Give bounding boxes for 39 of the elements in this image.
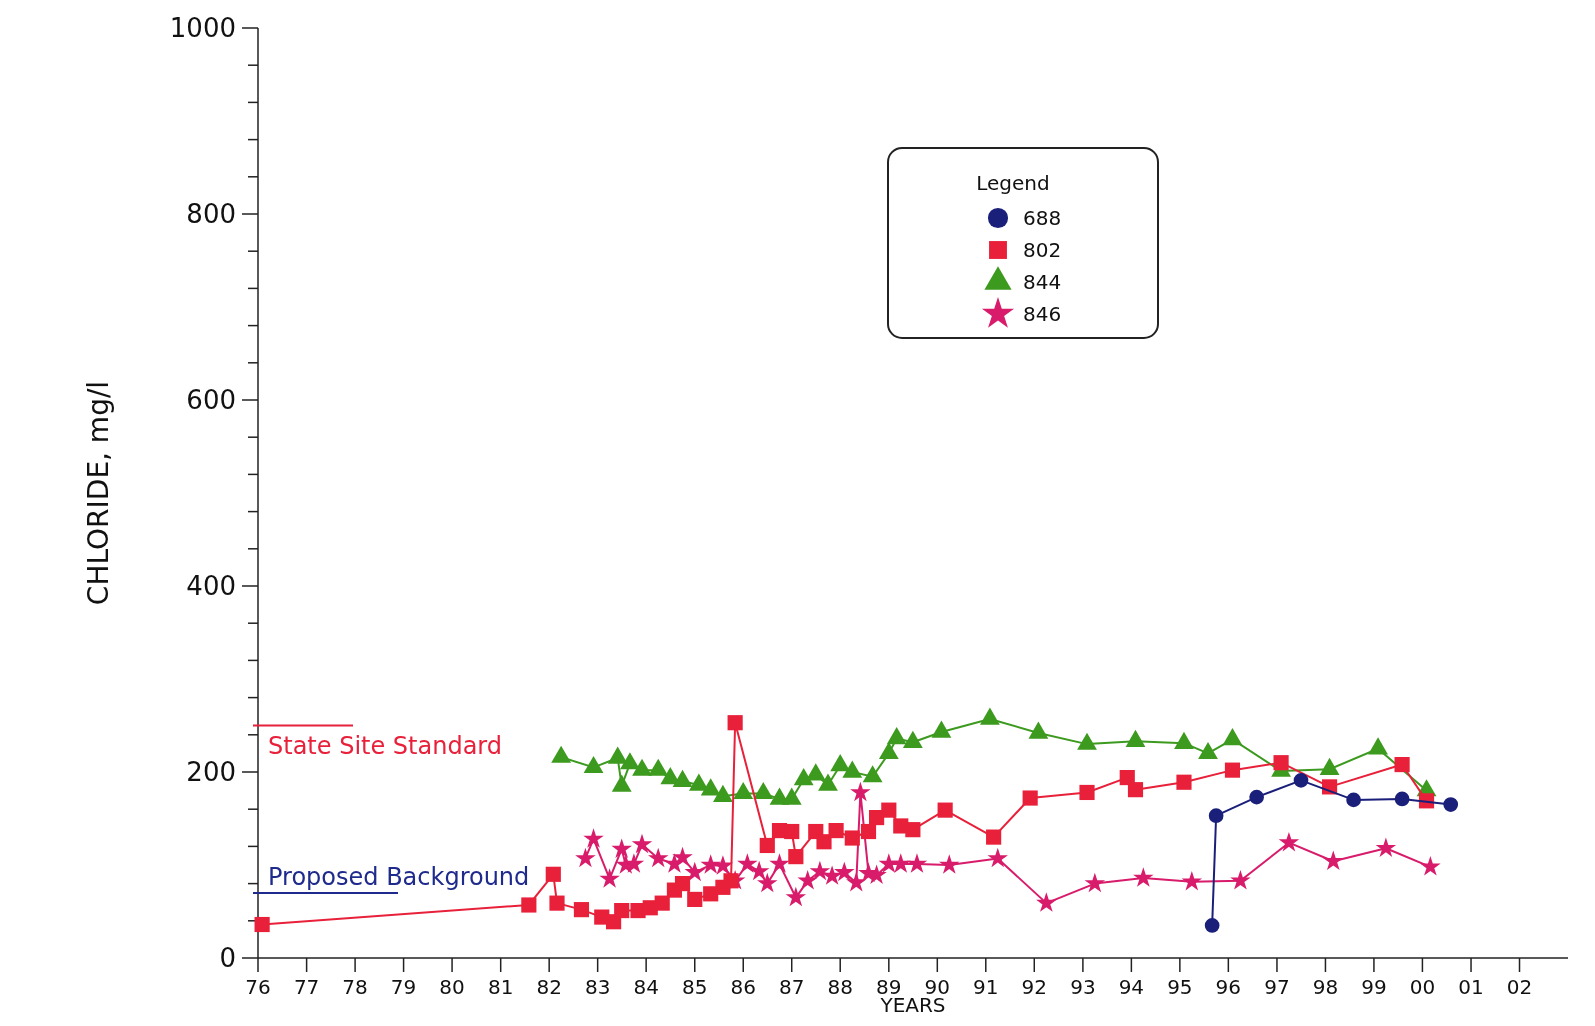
x-tick-label: 83 bbox=[584, 975, 611, 999]
y-axis-title: CHLORIDE, mg/l bbox=[82, 380, 115, 606]
legend-label: 844 bbox=[1023, 270, 1062, 294]
y-tick-label: 1000 bbox=[169, 13, 236, 44]
x-tick-label: 91 bbox=[973, 975, 999, 999]
y-tick-label: 600 bbox=[186, 385, 236, 416]
x-tick-label: 97 bbox=[1264, 975, 1290, 999]
x-tick-label: 79 bbox=[390, 975, 417, 999]
x-tick-label: 80 bbox=[439, 975, 465, 999]
ref-line-label: State Site Standard bbox=[268, 731, 503, 760]
x-tick-label: 82 bbox=[536, 975, 562, 999]
y-tick-label: 0 bbox=[219, 943, 236, 974]
x-tick-label: 02 bbox=[1506, 975, 1533, 999]
y-tick-label: 400 bbox=[186, 571, 236, 602]
legend-label: 846 bbox=[1023, 302, 1062, 326]
x-tick-label: 00 bbox=[1409, 975, 1436, 999]
x-tick-label: 98 bbox=[1312, 975, 1339, 999]
x-tick-label: 84 bbox=[633, 975, 659, 999]
x-tick-label: 92 bbox=[1021, 975, 1047, 999]
ref-line-label: Proposed Background bbox=[268, 862, 530, 891]
y-tick-label: 800 bbox=[186, 199, 236, 230]
x-tick-label: 86 bbox=[730, 975, 756, 999]
x-tick-label: 93 bbox=[1070, 975, 1096, 999]
x-tick-label: 87 bbox=[779, 975, 805, 999]
x-tick-label: 76 bbox=[245, 975, 271, 999]
x-tick-label: 99 bbox=[1361, 975, 1387, 999]
x-tick-label: 81 bbox=[487, 975, 514, 999]
x-tick-label: 94 bbox=[1118, 975, 1145, 999]
x-tick-label: 88 bbox=[827, 975, 853, 999]
legend-label: 688 bbox=[1023, 206, 1062, 230]
legend-label: 802 bbox=[1023, 238, 1062, 262]
x-tick-label: 01 bbox=[1458, 975, 1484, 999]
x-tick-label: 77 bbox=[293, 975, 320, 999]
x-tick-label: 85 bbox=[682, 975, 708, 999]
legend-title: Legend bbox=[976, 171, 1050, 195]
x-tick-label: 96 bbox=[1215, 975, 1242, 999]
x-tick-label: 78 bbox=[342, 975, 368, 999]
x-tick-label: 95 bbox=[1167, 975, 1193, 999]
y-tick-label: 200 bbox=[186, 757, 236, 788]
